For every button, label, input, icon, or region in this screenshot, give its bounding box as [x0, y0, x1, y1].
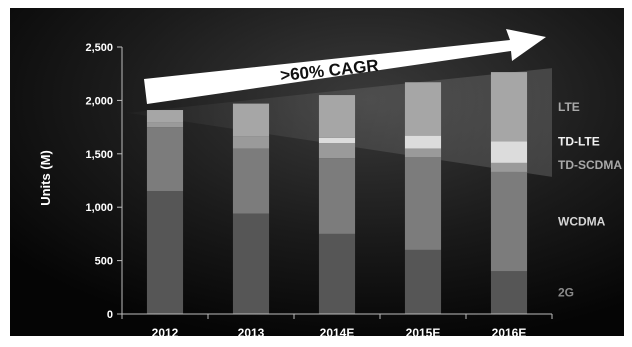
x-axis: 2012 2013 2014E 2015E 2016E	[121, 313, 553, 340]
bar-segment	[146, 191, 184, 314]
bar-segment	[490, 171, 528, 272]
legend-label-wcdma: WCDMA	[558, 215, 606, 229]
bar-segment	[490, 162, 528, 172]
x-tick-label: 2012	[152, 326, 179, 340]
bar-segment	[490, 72, 528, 142]
x-tick-label: 2013	[238, 326, 265, 340]
y-tick-label: 2,000	[85, 95, 113, 107]
bar-segment	[146, 110, 184, 123]
y-tick-label: 1,500	[85, 149, 113, 161]
bar-segment	[146, 122, 184, 128]
y-axis: 0 500 1,000 1,500 2,000 2,500	[85, 42, 123, 321]
bar-segment	[404, 148, 442, 158]
cagr-arrow-shape	[144, 29, 546, 104]
bar-segment	[318, 137, 356, 144]
legend: 2G WCDMA TD-SCDMA TD-LTE LTE	[558, 100, 622, 300]
bar-segment	[404, 82, 442, 136]
bar-segment	[404, 157, 442, 250]
legend-label-lte: LTE	[558, 100, 580, 114]
bars	[146, 72, 528, 314]
bar-segment	[318, 233, 356, 314]
y-tick-label: 2,500	[85, 42, 113, 54]
y-tick-label: 500	[95, 256, 113, 268]
y-tick-label: 0	[107, 309, 113, 321]
bar-segment	[232, 213, 270, 314]
bar-segment	[318, 143, 356, 159]
bar-segment	[404, 135, 442, 149]
x-tick-label: 2016E	[492, 326, 527, 340]
legend-label-td-scdma: TD-SCDMA	[558, 158, 622, 172]
x-tick-label: 2014E	[320, 326, 355, 340]
y-axis-title: Units (M)	[38, 150, 53, 206]
bar-segment	[318, 95, 356, 138]
bar-segment	[490, 141, 528, 163]
legend-label-2g: 2G	[558, 286, 574, 300]
bar-segment	[232, 103, 270, 137]
bar-segment	[490, 271, 528, 314]
x-tick-label: 2015E	[406, 326, 441, 340]
bar-segment	[318, 158, 356, 234]
bar-segment	[146, 127, 184, 192]
bar-segment	[404, 249, 442, 314]
legend-label-td-lte: TD-LTE	[558, 135, 600, 149]
bar-segment	[232, 148, 270, 214]
y-tick-label: 1,000	[85, 202, 113, 214]
bar-segment	[232, 136, 270, 149]
